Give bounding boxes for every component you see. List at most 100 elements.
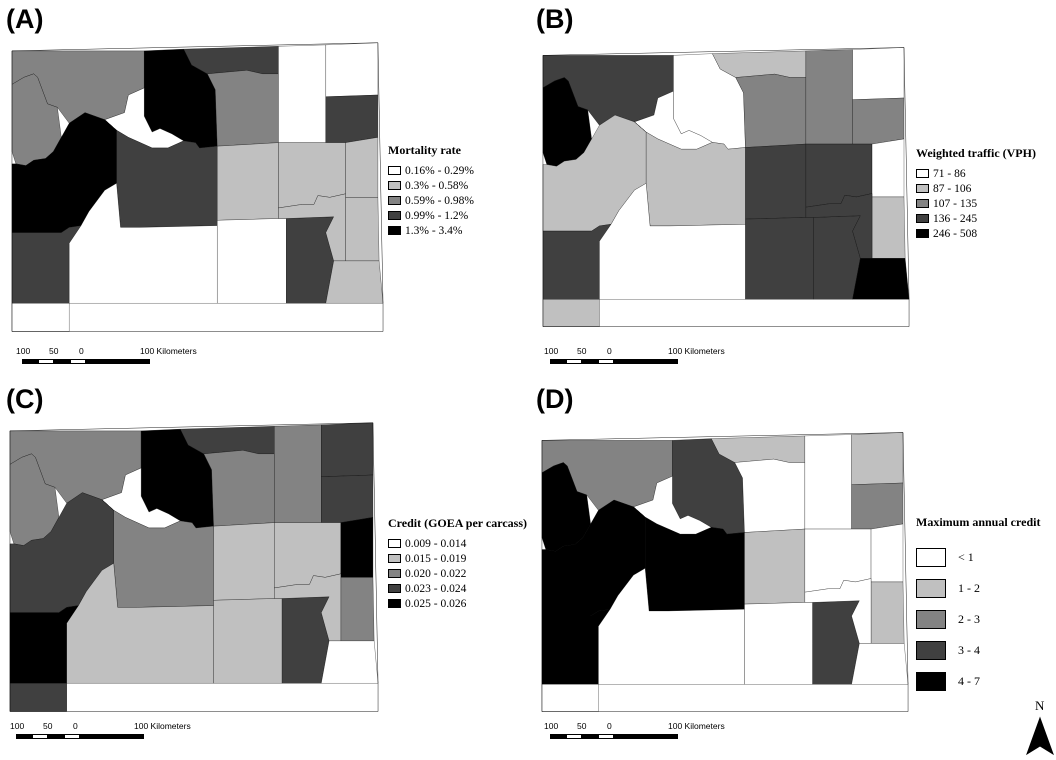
county-goshen bbox=[871, 196, 906, 259]
legend-entry: 0.009 - 0.014 bbox=[388, 536, 527, 551]
county-johnson bbox=[735, 73, 806, 148]
legend-label: < 1 bbox=[958, 550, 974, 564]
panel-b: (B) Weighted traffic (VPH) 71 - 86 87 - 1… bbox=[528, 0, 1056, 380]
scale-tick-label: 0 bbox=[607, 346, 612, 356]
legend-entry: 1.3% - 3.4% bbox=[388, 223, 474, 238]
county-laramie bbox=[851, 643, 909, 685]
county-goshen bbox=[340, 577, 375, 642]
county-uinta bbox=[9, 683, 67, 712]
north-label: N bbox=[1035, 698, 1045, 713]
scale-tick-label: 50 bbox=[49, 346, 59, 356]
legend-title: Weighted traffic (VPH) bbox=[916, 146, 1036, 160]
legend-swatch bbox=[388, 211, 401, 220]
scale-bar: 100 50 0 100 Kilometers bbox=[544, 346, 744, 368]
legend: Mortality rate 0.16% - 0.29% 0.3% - 0.58%… bbox=[388, 143, 474, 238]
scale-tick-label: 0 bbox=[73, 721, 78, 731]
county-sweetwater bbox=[66, 563, 214, 684]
legend-swatch bbox=[388, 569, 401, 578]
county-crook bbox=[325, 42, 379, 97]
county-sweetwater bbox=[599, 183, 746, 300]
scale-segment bbox=[614, 359, 678, 364]
scale-segment bbox=[22, 359, 38, 364]
legend-swatch bbox=[388, 226, 401, 235]
legend-entry: 136 - 245 bbox=[916, 211, 1036, 226]
panel-label: (D) bbox=[536, 384, 574, 414]
legend-label: 71 - 86 bbox=[933, 167, 966, 180]
county-campbell bbox=[274, 424, 322, 523]
legend-label: 0.99% - 1.2% bbox=[405, 209, 469, 222]
county-carbon bbox=[213, 598, 283, 684]
county-weston bbox=[321, 474, 374, 523]
legend-entry: 3 - 4 bbox=[916, 635, 1040, 666]
legend-title: Credit (GOEA per carcass) bbox=[388, 516, 527, 530]
county-johnson bbox=[203, 450, 275, 527]
north-arrow-icon bbox=[1026, 716, 1054, 756]
scale-segment bbox=[582, 734, 598, 739]
county-crook bbox=[852, 47, 905, 100]
scale-tick-label: 100 Kilometers bbox=[134, 721, 191, 731]
county-niobrara bbox=[340, 517, 374, 578]
legend-label: 0.59% - 0.98% bbox=[405, 194, 474, 207]
scale-segment bbox=[550, 359, 566, 364]
scale-segment bbox=[550, 734, 566, 739]
county-laramie bbox=[852, 258, 910, 300]
legend-label: 2 - 3 bbox=[958, 612, 980, 626]
legend-entry: 0.023 - 0.024 bbox=[388, 581, 527, 596]
scale-tick-label: 0 bbox=[79, 346, 84, 356]
county-campbell bbox=[805, 49, 853, 145]
county-albany bbox=[812, 600, 860, 685]
scale-tick-label: 100 Kilometers bbox=[668, 346, 725, 356]
legend-entry: 71 - 86 bbox=[916, 166, 1036, 181]
county-niobrara bbox=[870, 523, 904, 583]
legend-swatch bbox=[916, 610, 946, 629]
legend-entry: 2 - 3 bbox=[916, 604, 1040, 635]
county-campbell bbox=[804, 434, 852, 530]
scale-segment bbox=[54, 359, 70, 364]
legend-title: Maximum annual credit bbox=[916, 515, 1041, 529]
state-outline bbox=[11, 42, 384, 332]
scale-segment bbox=[48, 734, 64, 739]
scale-tick-label: 100 bbox=[10, 721, 25, 731]
county-laramie bbox=[325, 260, 384, 304]
legend-label: 0.009 - 0.014 bbox=[405, 537, 467, 550]
legend-swatch bbox=[916, 579, 946, 598]
legend-swatch bbox=[916, 199, 929, 208]
county-johnson bbox=[207, 70, 279, 147]
county-laramie bbox=[321, 640, 379, 684]
county-natrona bbox=[217, 142, 279, 221]
legend-entry: < 1 bbox=[916, 542, 1040, 573]
county-map bbox=[542, 47, 910, 327]
county-carbon bbox=[217, 218, 287, 304]
legend-entry: 0.020 - 0.022 bbox=[388, 566, 527, 581]
legend-swatch bbox=[916, 548, 946, 567]
county-albany bbox=[281, 596, 330, 684]
scale-bar: 100 50 0 100 Kilometers bbox=[16, 346, 216, 368]
legend-label: 0.020 - 0.022 bbox=[405, 567, 467, 580]
scale-segment bbox=[86, 359, 150, 364]
county-sweetwater bbox=[69, 183, 218, 304]
county-carbon bbox=[744, 602, 813, 685]
scale-segment bbox=[582, 359, 598, 364]
legend: Maximum annual credit < 1 1 - 2 2 - 3 3 - 4… bbox=[916, 515, 1040, 697]
scale-tick-label: 100 bbox=[16, 346, 31, 356]
county-carbon bbox=[745, 217, 814, 300]
scale-segment bbox=[598, 359, 614, 364]
legend-label: 87 - 106 bbox=[933, 182, 972, 195]
county-crook bbox=[851, 432, 904, 485]
scale-segment bbox=[566, 734, 582, 739]
legend-label: 246 - 508 bbox=[933, 227, 978, 240]
legend-entry: 1 - 2 bbox=[916, 573, 1040, 604]
county-natrona bbox=[213, 522, 275, 601]
legend-swatch bbox=[388, 181, 401, 190]
legend-swatch bbox=[388, 554, 401, 563]
panel-label: (B) bbox=[536, 4, 574, 34]
legend-label: 0.023 - 0.024 bbox=[405, 582, 467, 595]
legend: Weighted traffic (VPH) 71 - 86 87 - 106 10… bbox=[916, 146, 1036, 241]
county-sweetwater bbox=[598, 568, 745, 685]
legend-entry: 0.015 - 0.019 bbox=[388, 551, 527, 566]
legend-entry: 107 - 135 bbox=[916, 196, 1036, 211]
county-map bbox=[9, 422, 379, 712]
state-outline bbox=[541, 432, 909, 712]
county-uinta bbox=[11, 303, 70, 332]
legend-swatch bbox=[916, 214, 929, 223]
